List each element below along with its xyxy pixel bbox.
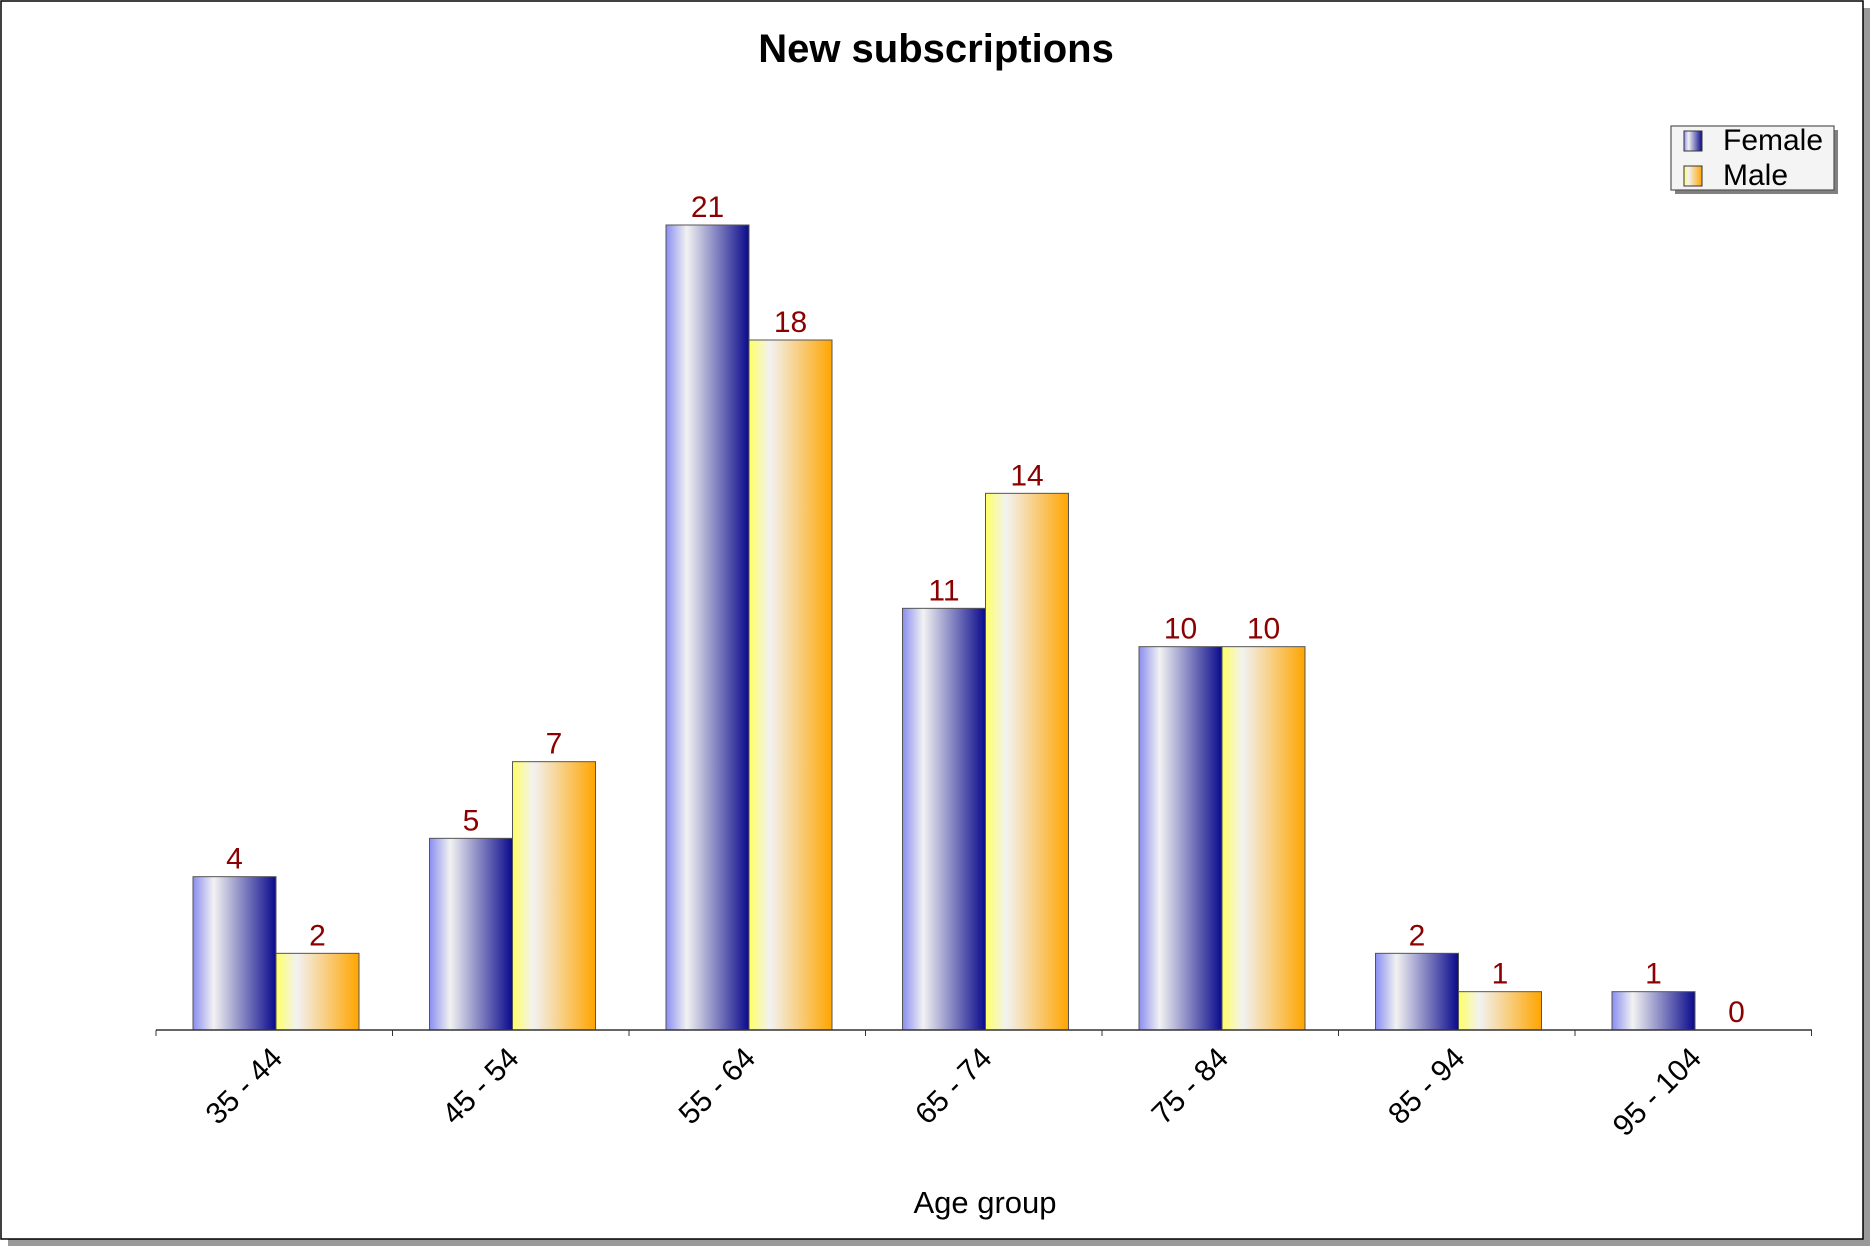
data-label-male-4: 10 <box>1247 613 1280 646</box>
data-label-female-1: 5 <box>463 804 480 837</box>
bar-male-2 <box>748 339 833 1031</box>
data-label-male-6: 0 <box>1728 996 1745 1029</box>
legend-label-male: Male <box>1723 159 1788 192</box>
data-label-female-3: 11 <box>928 574 959 607</box>
data-label-female-4: 10 <box>1164 613 1197 646</box>
bar-female-6 <box>1611 991 1696 1031</box>
bar-female-3 <box>902 607 986 1031</box>
data-label-female-5: 2 <box>1409 919 1426 952</box>
data-label-male-1: 7 <box>546 728 563 761</box>
bar-male-5 <box>1458 991 1542 1031</box>
legend: Female Male <box>1670 124 1838 194</box>
data-label-female-0: 4 <box>226 843 243 876</box>
legend-label-female: Female <box>1723 124 1823 157</box>
legend-swatch-male <box>1683 165 1703 187</box>
bar-male-0 <box>275 952 360 1031</box>
bar-female-4 <box>1138 646 1223 1031</box>
bar-male-3 <box>985 492 1069 1031</box>
bar-male-1 <box>512 761 596 1031</box>
data-label-male-2: 18 <box>774 306 807 339</box>
chart-title: New subscriptions <box>758 27 1114 71</box>
bar-female-1 <box>429 837 513 1031</box>
legend-swatch-female <box>1683 130 1703 152</box>
data-label-female-2: 21 <box>691 191 724 224</box>
data-label-male-5: 1 <box>1492 958 1509 991</box>
bar-female-2 <box>665 224 750 1031</box>
x-axis-label: Age group <box>913 1185 1056 1220</box>
data-label-male-0: 2 <box>309 919 326 952</box>
data-label-female-6: 1 <box>1645 958 1662 991</box>
bar-female-0 <box>192 876 277 1031</box>
bar-female-5 <box>1375 952 1459 1031</box>
bar-male-4 <box>1221 646 1306 1031</box>
data-label-male-3: 14 <box>1010 459 1043 492</box>
